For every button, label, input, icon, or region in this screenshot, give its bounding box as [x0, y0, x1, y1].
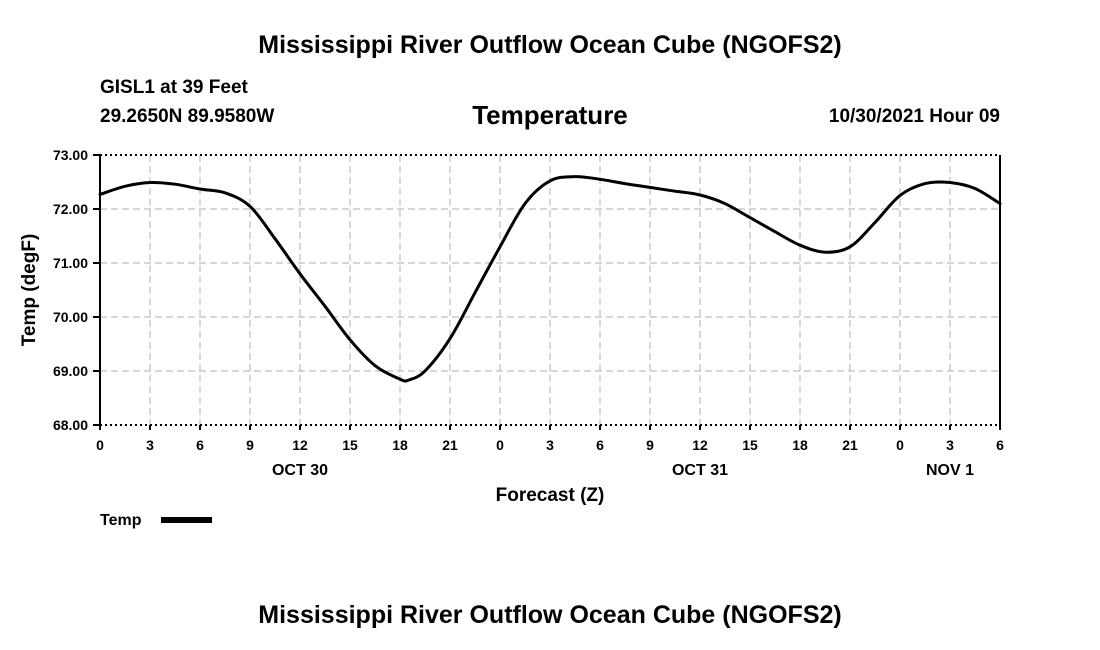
footer-title: Mississippi River Outflow Ocean Cube (NG… [258, 601, 842, 629]
y-tick-label: 72.00 [53, 201, 88, 217]
date-label: OCT 31 [672, 462, 728, 479]
y-tick-label: 73.00 [53, 147, 88, 163]
y-tick-label: 71.00 [53, 255, 88, 271]
x-tick-label: 9 [646, 437, 654, 453]
x-tick-label: 0 [96, 437, 104, 453]
chart-subtitle: Temperature [472, 100, 628, 130]
y-axis-title: Temp (degF) [19, 234, 40, 347]
legend-swatch-temp [161, 517, 212, 523]
x-tick-label: 15 [342, 437, 358, 453]
forecast-datetime: 10/30/2021 Hour 09 [828, 106, 1000, 127]
x-tick-label: 12 [292, 437, 308, 453]
y-tick-label: 68.00 [53, 417, 88, 433]
y-tick-label: 70.00 [53, 309, 88, 325]
axes [93, 154, 1001, 430]
x-tick-label: 3 [546, 437, 554, 453]
temperature-chart: 68.00 69.00 70.00 71.00 72.00 73.00 0 3 6 9 12 15 18… [19, 147, 1004, 529]
x-tick-label: 0 [896, 437, 904, 453]
x-tick-label: 18 [392, 437, 408, 453]
x-tick-label: 6 [996, 437, 1004, 453]
x-tick-label: 3 [946, 437, 954, 453]
legend-label-temp: Temp [100, 512, 142, 529]
date-label: NOV 1 [926, 462, 974, 479]
series-line-temp [98, 175, 1002, 383]
legend: Temp [100, 512, 212, 529]
x-axis-title: Forecast (Z) [496, 485, 605, 506]
date-label: OCT 30 [272, 462, 328, 479]
x-tick-label: 18 [792, 437, 808, 453]
x-tick-label: 21 [842, 437, 858, 453]
x-tick-label: 6 [596, 437, 604, 453]
x-tick-label: 15 [742, 437, 758, 453]
station-coordinates: 29.2650N 89.9580W [100, 106, 275, 127]
series-layer [98, 175, 1002, 383]
x-tick-label: 0 [496, 437, 504, 453]
station-label: GISL1 at 39 Feet [100, 77, 248, 98]
grid [100, 155, 1000, 425]
y-tick-label: 69.00 [53, 363, 88, 379]
x-tick-label: 12 [692, 437, 708, 453]
chart-title: Mississippi River Outflow Ocean Cube (NG… [258, 31, 842, 59]
x-tick-label: 9 [246, 437, 254, 453]
tick-labels: 68.00 69.00 70.00 71.00 72.00 73.00 0 3 6 9 12 15 18… [53, 147, 1004, 479]
x-tick-label: 6 [196, 437, 204, 453]
x-tick-label: 21 [442, 437, 458, 453]
x-tick-label: 3 [146, 437, 154, 453]
